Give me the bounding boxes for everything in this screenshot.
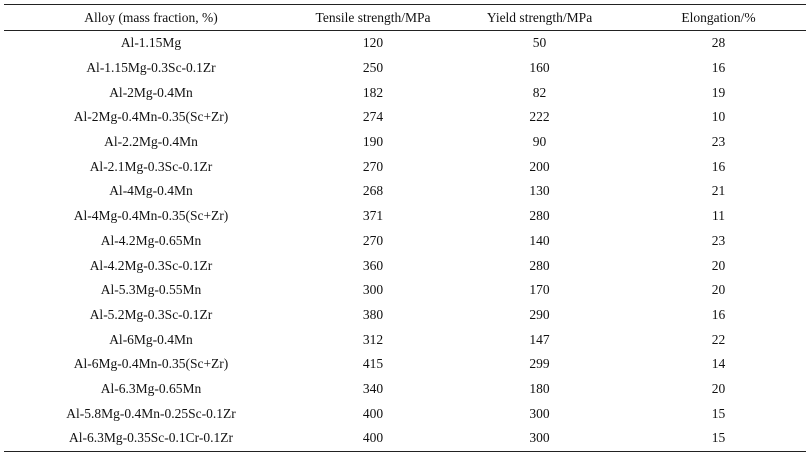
cell-tensile-strength: 250 [362,60,384,76]
cell-tensile-strength: 120 [362,35,384,51]
cell-alloy: Al-4.2Mg-0.65Mn [100,232,202,248]
table-row: Al-4.2Mg-0.65Mn 270 140 23 [4,229,806,254]
cell-alloy: Al-4Mg-0.4Mn-0.35(Sc+Zr) [73,208,229,224]
table-row: Al-6.3Mg-0.65Mn 340 180 20 [4,377,806,402]
table-row: Al-5.3Mg-0.55Mn 300 170 20 [4,278,806,303]
cell-elongation: 10 [711,109,726,125]
cell-yield-strength: 140 [529,232,550,248]
cell-yield-strength: 200 [529,158,550,174]
cell-yield-strength: 280 [529,257,550,273]
cell-alloy: Al-2Mg-0.4Mn [109,84,193,100]
cell-yield-strength: 299 [529,356,550,372]
table-row: Al-4Mg-0.4Mn-0.35(Sc+Zr) 371 280 11 [4,204,806,229]
table-row: Al-5.2Mg-0.3Sc-0.1Zr 380 290 16 [4,303,806,328]
cell-elongation: 20 [711,380,726,396]
cell-elongation: 16 [711,60,726,76]
cell-alloy: Al-4.2Mg-0.3Sc-0.1Zr [89,257,213,273]
table-row: Al-6Mg-0.4Mn-0.35(Sc+Zr) 415 299 14 [4,352,806,377]
cell-elongation: 23 [711,232,726,248]
cell-tensile-strength: 400 [298,426,448,452]
cell-yield-strength: 160 [529,60,550,76]
cell-elongation: 15 [631,426,806,452]
table-row: Al-1.15Mg 120 50 28 [4,31,806,56]
cell-tensile-strength: 312 [362,331,384,347]
cell-yield-strength: 82 [532,84,547,100]
cell-tensile-strength: 268 [362,183,384,199]
table-row: Al-2Mg-0.4Mn 182 82 19 [4,80,806,105]
header-tensile-strength: Tensile strength/MPa [298,4,448,31]
cell-yield-strength: 147 [529,331,550,347]
cell-alloy: Al-2.2Mg-0.4Mn [104,134,198,150]
cell-elongation: 11 [712,208,725,224]
cell-alloy: Al-1.15Mg [120,35,182,51]
cell-elongation: 16 [711,158,726,174]
cell-yield-strength: 130 [529,183,550,199]
cell-elongation: 21 [711,183,726,199]
cell-yield-strength: 300 [529,405,550,421]
cell-alloy: Al-5.2Mg-0.3Sc-0.1Zr [89,306,213,322]
cell-alloy: Al-5.3Mg-0.55Mn [100,282,202,298]
cell-yield-strength: 280 [529,208,550,224]
cell-yield-strength: 300 [448,426,631,452]
cell-alloy: Al-5.8Mg-0.4Mn-0.25Sc-0.1Zr [66,405,236,421]
cell-alloy: Al-6.3Mg-0.35Sc-0.1Cr-0.1Zr [4,426,298,452]
table-body: Al-1.15Mg 120 50 28 Al-1.15Mg-0.3Sc-0.1Zr 250… [4,31,806,452]
cell-alloy: Al-6Mg-0.4Mn [109,331,193,347]
cell-alloy: Al-2Mg-0.4Mn-0.35(Sc+Zr) [73,109,229,125]
cell-elongation: 15 [711,405,726,421]
cell-tensile-strength: 190 [362,134,384,150]
cell-alloy: Al-4Mg-0.4Mn [109,183,193,199]
cell-elongation: 20 [711,282,726,298]
cell-tensile-strength: 380 [362,306,384,322]
cell-elongation: 14 [711,356,726,372]
cell-yield-strength: 180 [529,380,550,396]
cell-elongation: 16 [711,306,726,322]
cell-yield-strength: 222 [529,109,550,125]
cell-elongation: 23 [711,134,726,150]
header-row: Alloy (mass fraction, %) Tensile strengt… [4,4,806,31]
table-row: Al-6Mg-0.4Mn 312 147 22 [4,327,806,352]
cell-yield-strength: 50 [532,35,547,51]
cell-tensile-strength: 371 [362,208,384,224]
cell-tensile-strength: 340 [362,380,384,396]
table-header: Alloy (mass fraction, %) Tensile strengt… [4,4,806,31]
table-row: Al-1.15Mg-0.3Sc-0.1Zr 250 160 16 [4,56,806,81]
cell-tensile-strength: 270 [362,232,384,248]
table-row: Al-4Mg-0.4Mn 268 130 21 [4,179,806,204]
header-elongation: Elongation/% [631,4,806,31]
cell-alloy: Al-1.15Mg-0.3Sc-0.1Zr [86,60,216,76]
header-alloy: Alloy (mass fraction, %) [4,4,298,31]
header-yield-strength: Yield strength/MPa [448,4,631,31]
cell-alloy: Al-6Mg-0.4Mn-0.35(Sc+Zr) [73,356,229,372]
cell-tensile-strength: 300 [362,282,384,298]
cell-alloy: Al-2.1Mg-0.3Sc-0.1Zr [89,158,213,174]
table-row: Al-5.8Mg-0.4Mn-0.25Sc-0.1Zr 400 300 15 [4,401,806,426]
cell-yield-strength: 90 [532,134,547,150]
cell-tensile-strength: 415 [362,356,384,372]
cell-tensile-strength: 182 [362,84,384,100]
table-row: Al-6.3Mg-0.35Sc-0.1Cr-0.1Zr 400 300 15 [4,426,806,452]
cell-yield-strength: 290 [529,306,550,322]
cell-elongation: 20 [711,257,726,273]
table-row: Al-2.1Mg-0.3Sc-0.1Zr 270 200 16 [4,154,806,179]
cell-tensile-strength: 274 [362,109,384,125]
cell-tensile-strength: 360 [362,257,384,273]
cell-yield-strength: 170 [529,282,550,298]
cell-elongation: 19 [711,84,726,100]
cell-elongation: 28 [711,35,726,51]
cell-alloy: Al-6.3Mg-0.65Mn [100,380,202,396]
cell-elongation: 22 [711,331,726,347]
cell-tensile-strength: 400 [362,405,384,421]
alloy-properties-table: Alloy (mass fraction, %) Tensile strengt… [4,4,806,452]
table-row: Al-2.2Mg-0.4Mn 190 90 23 [4,130,806,155]
table-row: Al-4.2Mg-0.3Sc-0.1Zr 360 280 20 [4,253,806,278]
table-row: Al-2Mg-0.4Mn-0.35(Sc+Zr) 274 222 10 [4,105,806,130]
cell-tensile-strength: 270 [362,158,384,174]
